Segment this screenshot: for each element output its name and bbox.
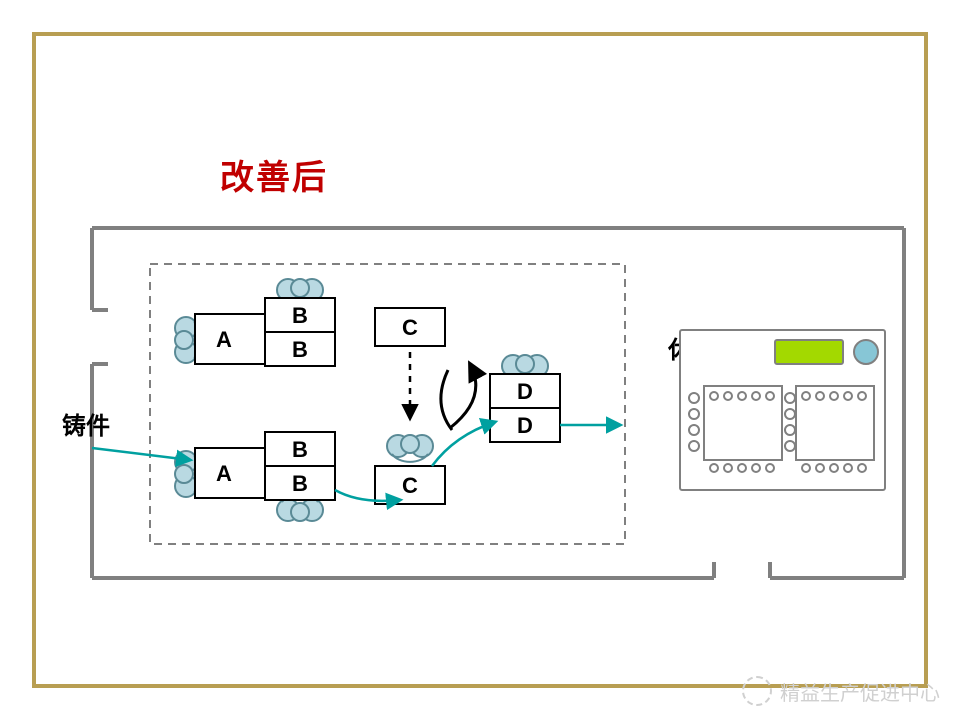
flow-C-to-D bbox=[432, 422, 495, 466]
watermark-text: 精益生产促进中心 bbox=[780, 677, 940, 706]
cells: A B B A B B C C D D bbox=[195, 298, 560, 504]
label-D2: D bbox=[517, 413, 533, 438]
wechat-icon bbox=[742, 676, 772, 706]
diagram-canvas: A B B A B B C C D D bbox=[0, 0, 960, 720]
loop-back bbox=[450, 364, 476, 428]
label-C2: C bbox=[402, 473, 418, 498]
flow-input bbox=[92, 448, 190, 460]
label-B1: B bbox=[292, 303, 308, 328]
label-C1: C bbox=[402, 315, 418, 340]
slide: 改善后 A B bbox=[0, 0, 960, 720]
label-B2: B bbox=[292, 337, 308, 362]
label-B4: B bbox=[292, 471, 308, 496]
loop-back-2 bbox=[441, 370, 452, 430]
watermark: 精益生产促进中心 bbox=[742, 676, 940, 706]
label-A1: A bbox=[216, 327, 232, 352]
label-B3: B bbox=[292, 437, 308, 462]
label-A2: A bbox=[216, 461, 232, 486]
label-D1: D bbox=[517, 379, 533, 404]
rest-area-machine bbox=[680, 330, 885, 490]
label-input: 铸件 bbox=[62, 412, 110, 440]
